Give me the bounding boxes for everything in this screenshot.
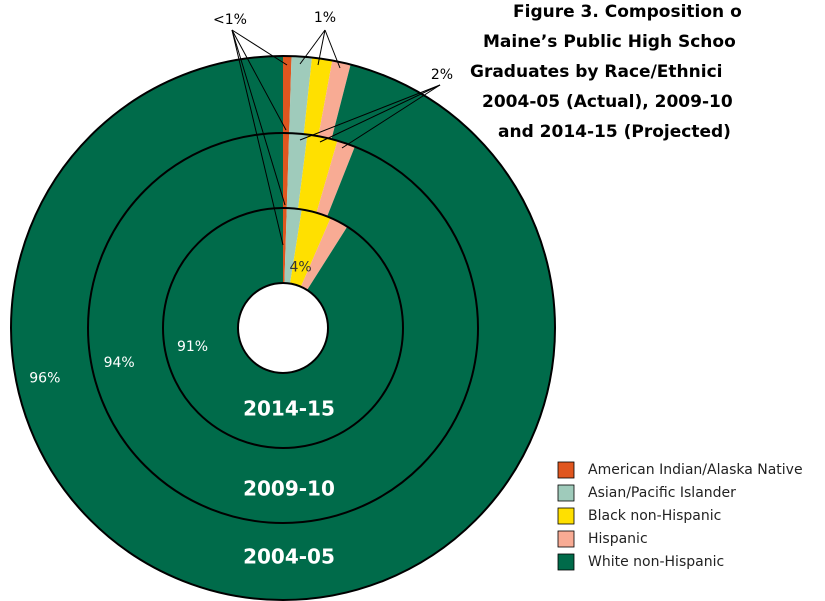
ring-segment: [284, 208, 302, 284]
ring-segment: [290, 209, 331, 287]
value-label: 91%: [177, 339, 208, 355]
leader-line: [324, 29, 341, 69]
annotation: <1%: [213, 12, 247, 28]
ring-outline: [10, 55, 556, 601]
ring-outline: [87, 132, 479, 524]
ring-segment: [286, 133, 308, 209]
leader-line: [341, 84, 441, 149]
legend-label: White non-Hispanic: [588, 554, 724, 570]
leader-line: [231, 29, 287, 131]
leader-line: [299, 29, 326, 65]
ring-segment: [283, 56, 292, 134]
value-label: 96%: [29, 371, 60, 387]
ring-name: 2014-15: [243, 397, 335, 421]
ring-segment: [283, 133, 290, 209]
ring-segment: [300, 217, 348, 291]
legend-swatch: [557, 530, 575, 548]
chart-title: Maine’s Public High Schoo: [483, 32, 736, 52]
chart-title: Figure 3. Composition o: [513, 2, 742, 22]
legend-swatch: [557, 553, 575, 571]
leader-line: [231, 29, 286, 206]
legend-label: American Indian/Alaska Native: [588, 462, 803, 478]
leader-lines: [231, 29, 441, 246]
leader-line: [299, 84, 441, 141]
ring-name: 2004-05: [243, 545, 335, 569]
ring-segment: [163, 208, 404, 449]
leader-line: [317, 29, 326, 66]
donut-hole: [237, 282, 329, 374]
ring-name: 2009-10: [243, 477, 335, 501]
legend-swatch: [557, 507, 575, 525]
leader-line: [231, 29, 288, 66]
leader-line: [319, 84, 441, 143]
legend-label: Hispanic: [588, 531, 648, 547]
ring-segment: [298, 134, 338, 213]
leader-line: [231, 29, 284, 246]
chart-title: Graduates by Race/Ethnici: [470, 62, 722, 82]
legend-swatch: [557, 461, 575, 479]
rings: [10, 55, 556, 601]
legend-label: Asian/Pacific Islander: [588, 485, 736, 501]
ring-segment: [316, 140, 355, 217]
ring-segment: [303, 57, 333, 137]
annotation: 2%: [431, 67, 453, 83]
value-label: 4%: [289, 260, 311, 276]
legend-swatch: [557, 484, 575, 502]
ring-segment: [88, 133, 479, 523]
chart-title: and 2014-15 (Projected): [498, 122, 731, 142]
value-label: 94%: [104, 355, 135, 371]
ring-segment: [318, 60, 351, 140]
chart-title: 2004-05 (Actual), 2009-10: [482, 92, 733, 112]
ring-segment: [289, 56, 312, 135]
legend-label: Black non-Hispanic: [588, 508, 721, 524]
ring-outline: [162, 207, 404, 449]
ring-segment: [283, 208, 287, 284]
annotation: 1%: [314, 10, 336, 26]
